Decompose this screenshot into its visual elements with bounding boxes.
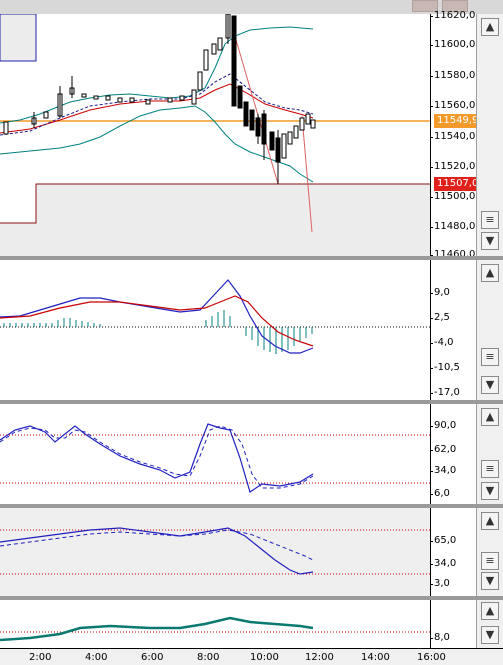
scroll-up-button[interactable]: ▲ [481, 18, 499, 36]
stoch1-tick: 90,0 [429, 420, 457, 431]
time-label: 2:00 [29, 652, 52, 663]
pane-separator[interactable] [0, 596, 503, 600]
menu-button[interactable]: ≡ [481, 348, 499, 366]
menu-button[interactable]: ≡ [481, 552, 499, 570]
maximize-button[interactable] [442, 0, 468, 12]
shaded-zone [0, 184, 430, 256]
ma-red [0, 83, 314, 134]
scroll-up-button[interactable]: ▲ [481, 602, 499, 620]
time-label: 8:00 [197, 652, 220, 663]
scroll-down-button[interactable]: ▼ [481, 232, 499, 250]
current-price-label: 11549,9 [434, 114, 478, 128]
macd-tick: 9,0 [430, 287, 450, 298]
stoch2-scrollbar[interactable]: ▲ ≡ ▼ [476, 508, 503, 596]
stoch2-tick: 34,0 [429, 558, 457, 569]
menu-button[interactable]: ≡ [481, 211, 499, 229]
macd-scrollbar[interactable]: ▲ ≡ ▼ [476, 260, 503, 400]
price-tick: 11620,0 [429, 10, 476, 21]
price-tick: 11480,0 [429, 221, 476, 232]
macd-line [0, 279, 314, 354]
macd-pane[interactable]: 9,0 2,5 -4,0 -10,5 -17,0 ▲ ≡ ▼ [0, 260, 503, 400]
stoch2-chart[interactable] [0, 508, 430, 596]
stoch1-chart-svg [0, 423, 430, 493]
price-chart[interactable] [0, 14, 430, 256]
osc-axis: 8,0 [430, 600, 477, 648]
level-price-label: 11507,0 [434, 177, 478, 191]
macd-tick: -4,0 [430, 337, 454, 348]
macd-tick: 2,5 [430, 312, 450, 323]
stoch1-pane[interactable]: 90,0 62,0 34,0 6,0 ▲ ≡ ▼ [0, 404, 503, 504]
osc-tick: 8,0 [430, 632, 450, 643]
lower-band [0, 105, 314, 183]
osc-pane[interactable]: 8,0 ▲ ▼ [0, 600, 503, 648]
scroll-down-button[interactable]: ▼ [481, 376, 499, 394]
stoch2-pane[interactable]: 65,0 34,0 3,0 ▲ ≡ ▼ [0, 508, 503, 596]
time-label: 12:00 [305, 652, 334, 663]
time-label: 6:00 [141, 652, 164, 663]
time-label: 16:00 [417, 652, 446, 663]
stoch2-tick: 65,0 [429, 535, 457, 546]
stoch1-axis: 90,0 62,0 34,0 6,0 [429, 404, 477, 504]
stoch1-scrollbar[interactable]: ▲ ≡ ▼ [476, 404, 503, 504]
signal-line [0, 295, 314, 347]
osc-scrollbar[interactable]: ▲ ▼ [476, 600, 503, 648]
price-axis: 11620,0 11600,0 11580,0 11560,0 11540,0 … [429, 10, 478, 260]
scroll-up-button[interactable]: ▲ [481, 264, 499, 282]
price-tick: 11460,0 [429, 249, 476, 260]
osc-line [0, 616, 314, 642]
time-axis: 2:00 4:00 6:00 8:00 10:00 12:00 14:00 16… [0, 648, 503, 665]
macd-chart-svg [0, 279, 430, 354]
price-pane[interactable]: 11620,0 11600,0 11580,0 11560,0 11540,0 … [0, 10, 503, 260]
scroll-down-button[interactable]: ▼ [481, 482, 499, 500]
price-tick: 11580,0 [429, 70, 476, 81]
price-tick: 11600,0 [429, 39, 476, 50]
zone-boundary [0, 183, 430, 224]
upper-band [0, 26, 314, 124]
menu-button[interactable]: ≡ [481, 460, 499, 478]
price-chart-svg [0, 14, 430, 256]
scroll-down-button[interactable]: ▼ [481, 572, 499, 590]
projection-line-2 [301, 115, 313, 233]
macd-chart[interactable] [0, 260, 430, 400]
price-tick: 11500,0 [429, 191, 476, 202]
macd-axis: 9,0 2,5 -4,0 -10,5 -17,0 [430, 260, 477, 400]
stoch2-chart-svg [0, 527, 430, 575]
price-tick: 11520,0 [429, 161, 476, 172]
stoch2-axis: 65,0 34,0 3,0 [429, 508, 477, 596]
time-label: 14:00 [361, 652, 390, 663]
stoch1-tick: 6,0 [430, 488, 450, 499]
stoch1-tick: 62,0 [429, 444, 457, 455]
pane-separator[interactable] [0, 400, 503, 404]
stoch1-tick: 34,0 [429, 465, 457, 476]
stoch2-tick: 3,0 [430, 578, 450, 589]
time-label: 10:00 [250, 652, 279, 663]
pane-separator[interactable] [0, 504, 503, 508]
osc-chart-svg [0, 616, 430, 642]
pane-separator[interactable] [0, 256, 503, 260]
stoch1-d-line [0, 425, 314, 489]
price-scrollbar[interactable]: ▲ ≡ ▼ [476, 14, 503, 256]
stoch1-k-line [0, 423, 314, 493]
projection-line-1 [231, 25, 279, 185]
price-tick: 11560,0 [429, 100, 476, 111]
ma-dashed [0, 73, 314, 136]
scroll-up-button[interactable]: ▲ [481, 408, 499, 426]
osc-chart[interactable] [0, 600, 430, 648]
window-title-strip [0, 0, 503, 14]
scroll-down-button[interactable]: ▼ [481, 626, 499, 644]
overlay-box [0, 14, 37, 62]
stoch1-chart[interactable] [0, 404, 430, 504]
macd-tick: -17,0 [430, 387, 460, 398]
price-tick: 11540,0 [429, 131, 476, 142]
candles [3, 14, 316, 184]
macd-tick: -10,5 [430, 362, 460, 373]
time-label: 4:00 [85, 652, 108, 663]
scroll-up-button[interactable]: ▲ [481, 512, 499, 530]
macd-histogram [3, 310, 313, 354]
minimize-button[interactable] [412, 0, 438, 12]
stoch2-k-line [0, 527, 314, 575]
stoch2-d-line [0, 529, 314, 561]
